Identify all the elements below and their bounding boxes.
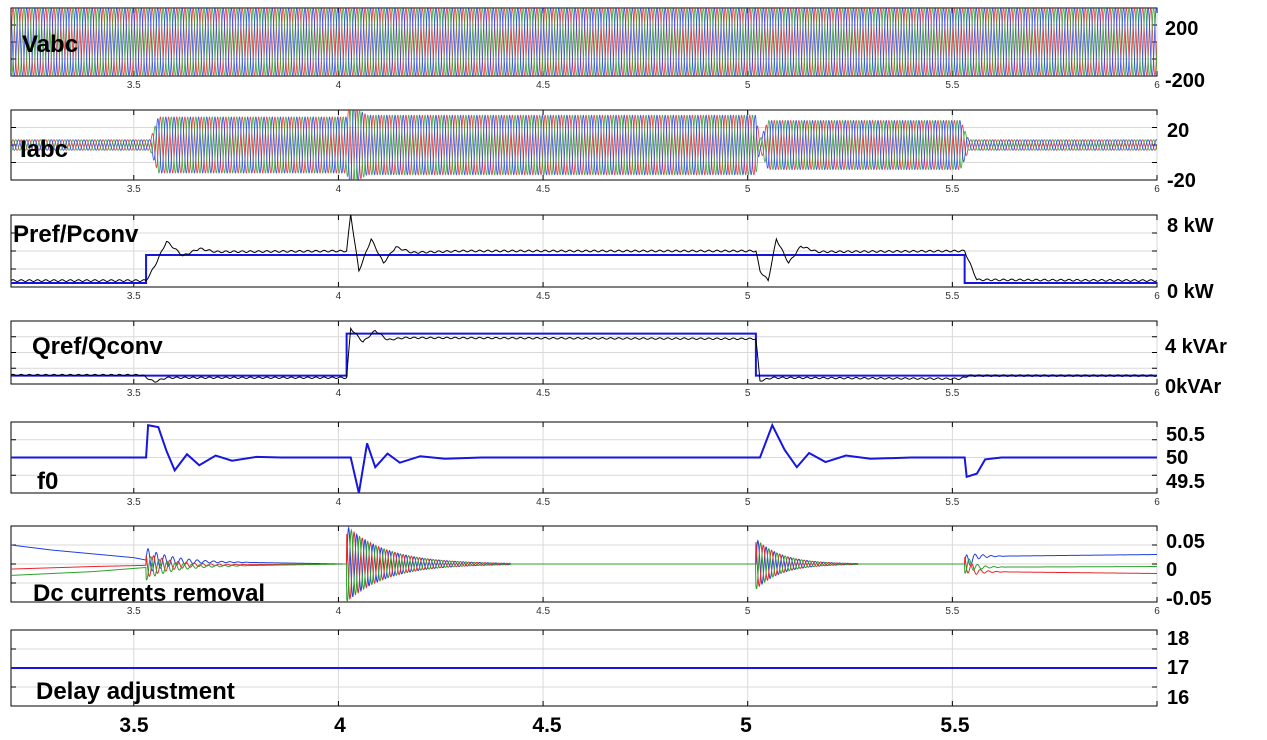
- panel-title: f0: [37, 468, 58, 495]
- panel-title: Delay adjustment: [36, 678, 235, 705]
- x-tick-label: 3.5: [127, 291, 141, 302]
- x-tick-label: 5: [745, 606, 751, 617]
- panel-power: 3.5 4 4.5 5 5.5 6 Pref/Pconv 8 kW 0 kW: [10, 214, 1214, 303]
- series-line-phase_b: [11, 528, 1157, 602]
- panel-title: Iabc: [20, 136, 68, 163]
- x-tick-label: 5.5: [945, 606, 959, 617]
- x-tick-label: 4.5: [536, 80, 550, 91]
- x-axis-label: 5.5: [940, 714, 970, 737]
- x-tick-label: 4.5: [536, 291, 550, 302]
- y-tick-label: 0.05: [1166, 531, 1205, 553]
- panel-title: Vabc: [22, 31, 78, 58]
- x-tick-label: 6: [1154, 184, 1160, 195]
- x-tick-label: 5: [745, 184, 751, 195]
- series-line-reference: [11, 254, 1157, 284]
- y-tick-label: 4 kVAr: [1165, 336, 1227, 358]
- x-tick-label: 6: [1154, 388, 1160, 399]
- panel-dc: 3.5 4 4.5 5 5.5 6 Dc currents removal 0.05 0 -0.0…: [10, 525, 1212, 617]
- x-tick-label: 4: [336, 606, 342, 617]
- x-axis-label: 4.5: [532, 714, 562, 737]
- x-tick-label: 3.5: [127, 497, 141, 508]
- x-tick-label: 5.5: [945, 184, 959, 195]
- panel-delay: Delay adjustment 18 17 16: [10, 628, 1189, 709]
- panel-reactive: 3.5 4 4.5 5 5.5 6 Qref/Qconv 4 kVAr 0kVAr: [10, 320, 1227, 399]
- series-line-reference: [11, 332, 1157, 377]
- traces: [11, 326, 1157, 383]
- x-tick-label: 4.5: [536, 184, 550, 195]
- series-line-measured: [11, 215, 1157, 283]
- x-tick-label: 5: [745, 388, 751, 399]
- series-line-phase-1: [11, 8, 1157, 76]
- y-tick-label: 49.5: [1166, 471, 1205, 493]
- x-tick-label: 5: [745, 291, 751, 302]
- x-tick-label: 4.5: [536, 388, 550, 399]
- y-tick-label: 0 kW: [1167, 281, 1214, 303]
- y-tick-label: 20: [1167, 120, 1189, 142]
- y-tick-label: 0: [1166, 559, 1177, 581]
- x-tick-label: 5: [745, 497, 751, 508]
- traces: [11, 8, 1157, 76]
- y-tick-label: -0.05: [1166, 588, 1212, 610]
- x-tick-label: 5.5: [945, 388, 959, 399]
- x-tick-label: 4: [336, 497, 342, 508]
- y-tick-label: 0kVAr: [1165, 376, 1222, 398]
- y-tick-label: -200: [1165, 70, 1205, 92]
- y-tick-label: 16: [1167, 687, 1189, 709]
- series-line-phase-2: [11, 110, 1157, 180]
- series-line-phase-0: [11, 110, 1157, 180]
- series-line-measured: [11, 326, 1157, 383]
- x-tick-label: 3.5: [127, 606, 141, 617]
- x-tick-label: 3.5: [127, 388, 141, 399]
- traces: [11, 526, 1157, 602]
- y-tick-label: 50.5: [1166, 424, 1205, 446]
- traces: [11, 215, 1157, 284]
- x-tick-label: 6: [1154, 497, 1160, 508]
- x-axis-label: 3.5: [119, 714, 149, 737]
- traces: [11, 422, 1157, 493]
- x-tick-label: 5: [745, 80, 751, 91]
- x-tick-label: 4: [336, 291, 342, 302]
- panel-iabc: 3.5 4 4.5 5 5.5 6 Iabc 20 -20: [10, 109, 1196, 195]
- y-tick-label: 18: [1167, 628, 1189, 650]
- series-line-phase-0: [11, 8, 1157, 76]
- panel-vabc: 3.5 4 4.5 5 5.5 6 Vabc 200 -200: [10, 7, 1205, 92]
- panel-title: Qref/Qconv: [32, 333, 163, 360]
- panel-title: Pref/Pconv: [13, 221, 139, 248]
- x-tick-label: 4: [336, 388, 342, 399]
- x-axis-label: 4: [334, 714, 346, 737]
- series-line-reference: [11, 422, 1157, 493]
- x-tick-label: 6: [1154, 606, 1160, 617]
- x-tick-label: 4.5: [536, 497, 550, 508]
- x-tick-label: 6: [1154, 80, 1160, 91]
- x-tick-label: 3.5: [127, 80, 141, 91]
- y-tick-label: 17: [1167, 657, 1189, 679]
- panel-title: Dc currents removal: [33, 580, 265, 607]
- y-tick-label: 50: [1166, 447, 1188, 469]
- y-tick-label: -20: [1167, 170, 1196, 192]
- x-tick-label: 5.5: [945, 291, 959, 302]
- x-axis-label: 5: [740, 714, 752, 737]
- x-tick-label: 3.5: [127, 184, 141, 195]
- series-line-phase-1: [11, 110, 1157, 180]
- y-tick-label: 200: [1165, 18, 1198, 40]
- x-tick-label: 5.5: [945, 497, 959, 508]
- traces: [11, 110, 1157, 180]
- x-tick-label: 5.5: [945, 80, 959, 91]
- y-tick-label: 8 kW: [1167, 215, 1214, 237]
- series-line-phase-2: [11, 8, 1157, 76]
- x-tick-label: 4: [336, 184, 342, 195]
- x-tick-label: 4.5: [536, 606, 550, 617]
- x-tick-label: 4: [336, 80, 342, 91]
- x-tick-label: 6: [1154, 291, 1160, 302]
